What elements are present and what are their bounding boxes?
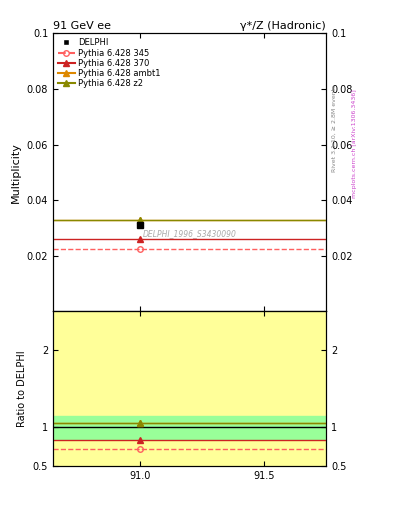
Text: 91 GeV ee: 91 GeV ee <box>53 21 111 31</box>
Y-axis label: Ratio to DELPHI: Ratio to DELPHI <box>17 350 27 427</box>
Y-axis label: Multiplicity: Multiplicity <box>11 142 21 203</box>
Text: mcplots.cern.ch [arXiv:1306.3436]: mcplots.cern.ch [arXiv:1306.3436] <box>352 89 357 198</box>
Bar <box>53 416 326 439</box>
Text: DELPHI_1996_S3430090: DELPHI_1996_S3430090 <box>143 229 237 238</box>
Text: γ*/Z (Hadronic): γ*/Z (Hadronic) <box>241 21 326 31</box>
Text: Rivet 3.1.10, ≥ 2.8M events: Rivet 3.1.10, ≥ 2.8M events <box>332 84 337 172</box>
Legend: DELPHI, Pythia 6.428 345, Pythia 6.428 370, Pythia 6.428 ambt1, Pythia 6.428 z2: DELPHI, Pythia 6.428 345, Pythia 6.428 3… <box>56 37 162 90</box>
